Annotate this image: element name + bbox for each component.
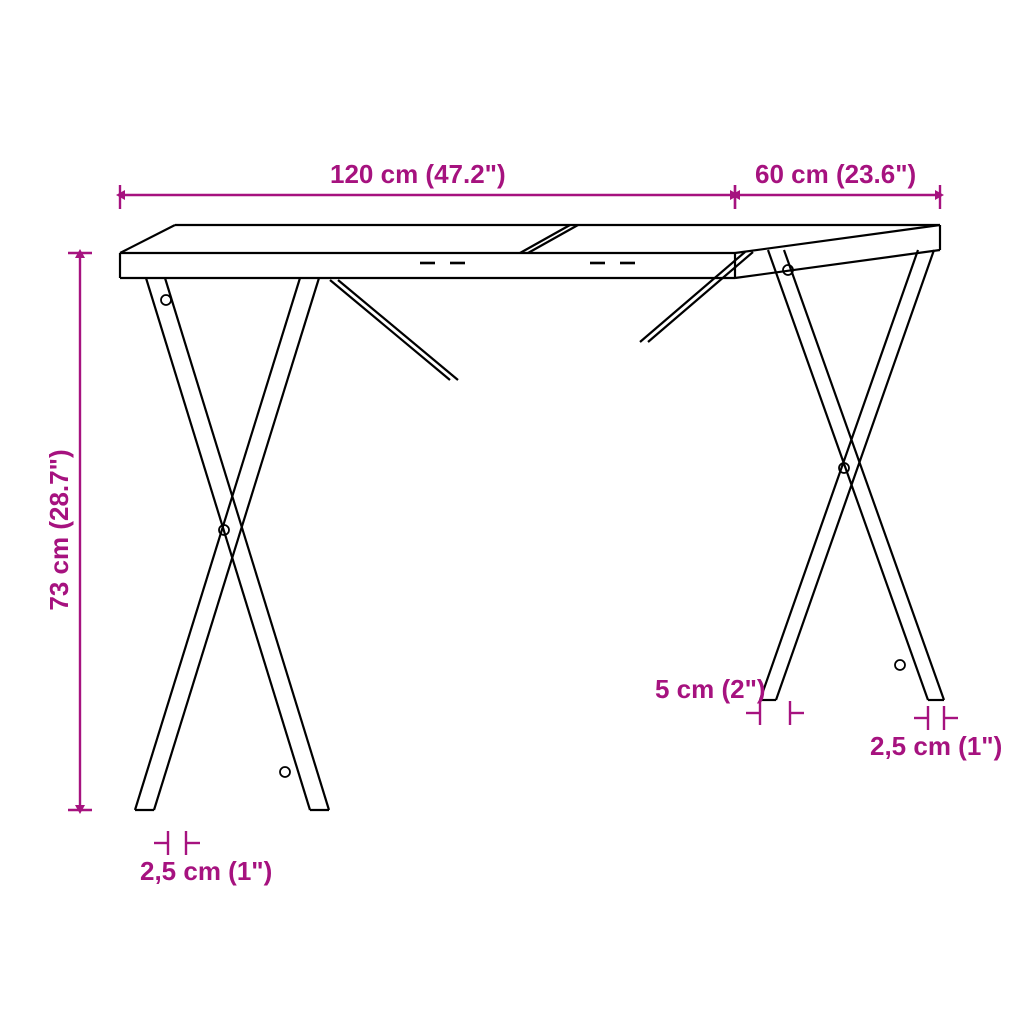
dim-depth-label: 60 cm (23.6")	[755, 159, 916, 189]
dim-height-label: 73 cm (28.7")	[44, 449, 74, 610]
dim-width-label: 120 cm (47.2")	[330, 159, 506, 189]
dim-foot-depth-label: 5 cm (2")	[655, 674, 766, 704]
dim-foot-left-label: 2,5 cm (1")	[140, 856, 272, 886]
dim-foot-right-label: 2,5 cm (1")	[870, 731, 1002, 761]
technical-drawing: 120 cm (47.2") 60 cm (23.6") 73 cm (28.7")…	[0, 0, 1024, 1024]
